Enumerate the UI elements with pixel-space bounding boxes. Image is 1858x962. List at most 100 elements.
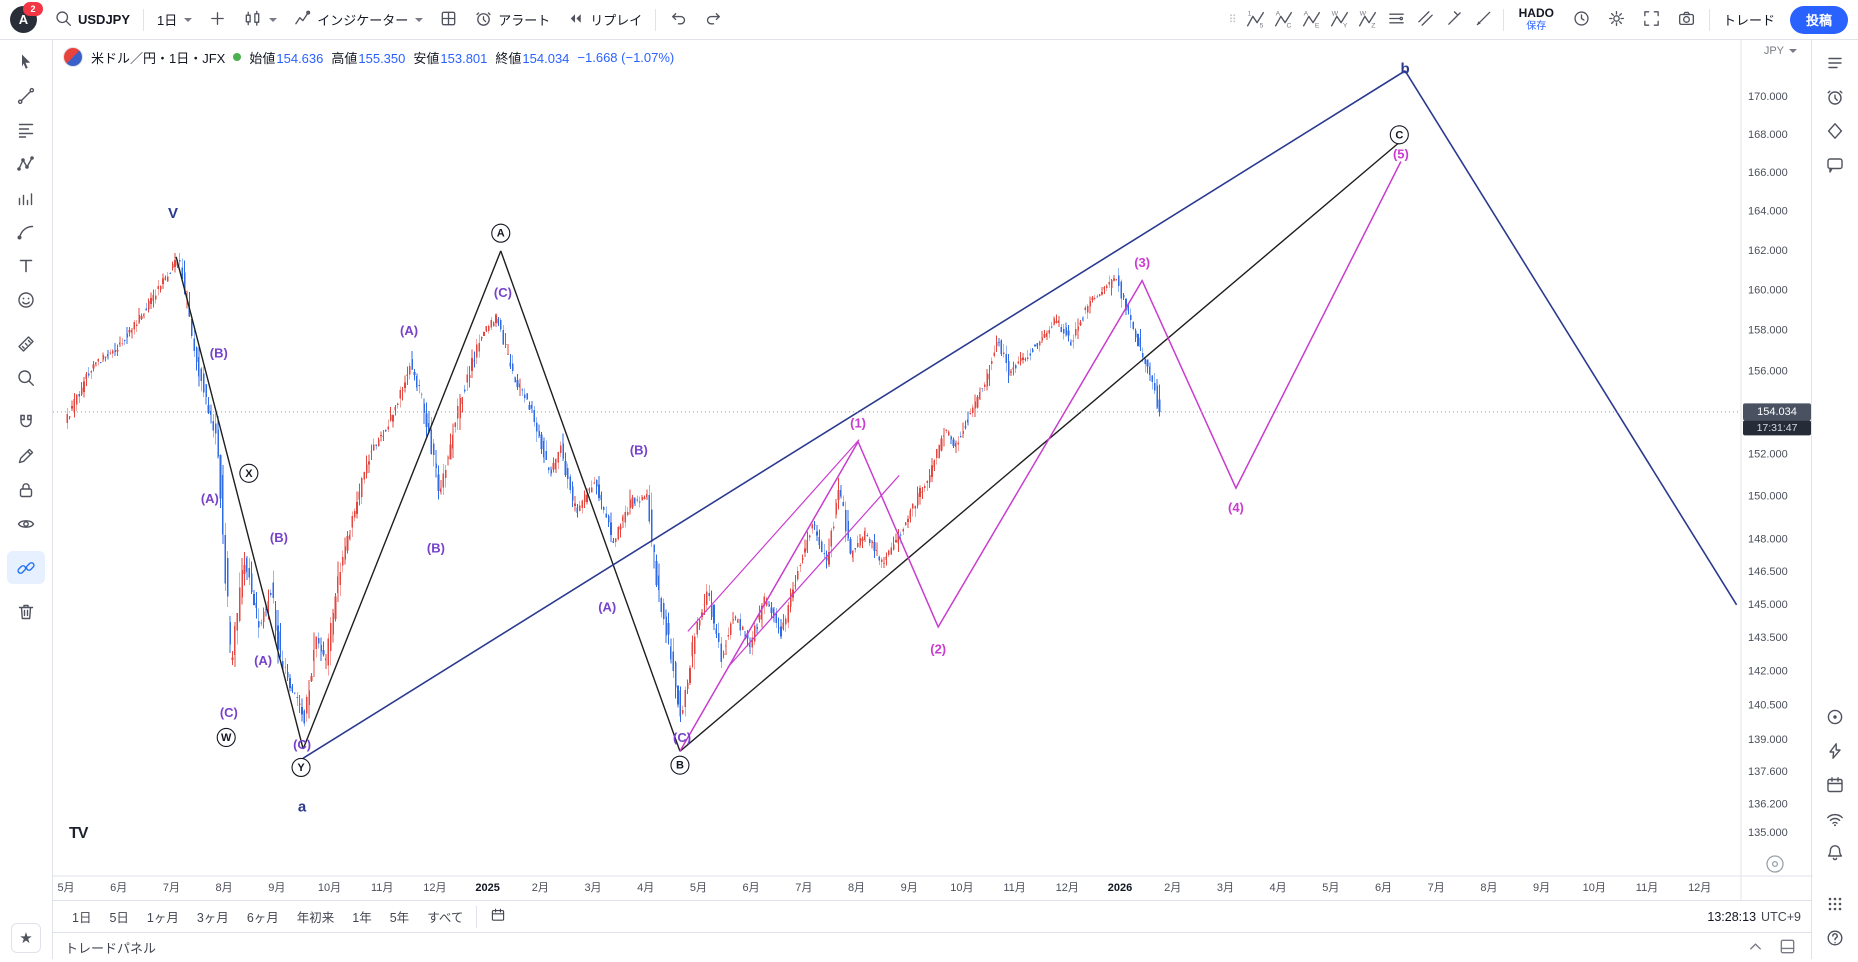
measure-tool[interactable] — [7, 327, 45, 360]
time-axis-label[interactable]: 6月 — [743, 882, 760, 894]
wave-label[interactable]: (B) — [270, 530, 288, 545]
price-axis-label[interactable]: 170.000 — [1748, 91, 1788, 103]
range-button-3ヶ月[interactable]: 3ヶ月 — [188, 903, 238, 930]
wave-label[interactable]: B — [676, 760, 684, 772]
watchlist-icon[interactable] — [1818, 47, 1852, 78]
price-axis-label[interactable]: 136.200 — [1748, 799, 1788, 811]
price-scale-settings-icon[interactable] — [1766, 855, 1784, 873]
time-axis-label[interactable]: 6月 — [110, 882, 127, 894]
multi-line-tool-icon[interactable] — [1383, 6, 1410, 33]
go-to-date-button[interactable] — [481, 903, 515, 930]
range-button-すべて[interactable]: すべて — [418, 903, 472, 930]
layout-template-button[interactable]: HADO 保存 — [1510, 4, 1563, 36]
indicators-button[interactable]: インジケーター — [286, 5, 430, 35]
time-axis-label[interactable]: 12月 — [1056, 882, 1079, 894]
time-axis-label[interactable]: 9月 — [901, 882, 918, 894]
navy-projection-down[interactable] — [1404, 70, 1738, 606]
redo-button[interactable] — [697, 5, 730, 35]
time-axis-label[interactable]: 5月 — [1322, 882, 1339, 894]
main-chart[interactable]: V (B) (A) X (B) (A) (C) W (C) Ya (A) (C) A (B) (A) (B) (… — [53, 40, 1813, 900]
wave-label[interactable]: (B) — [210, 346, 228, 361]
magenta-impulse[interactable] — [679, 161, 1402, 752]
time-axis-label[interactable]: 12月 — [1688, 882, 1711, 894]
wave-label[interactable]: (A) — [598, 600, 616, 615]
price-axis-label[interactable]: 158.000 — [1748, 325, 1788, 337]
time-axis-label[interactable]: 9月 — [1533, 882, 1550, 894]
wave-label[interactable]: (2) — [930, 642, 946, 657]
black-advance-2[interactable] — [679, 141, 1400, 752]
wave-label[interactable]: (B) — [427, 541, 445, 556]
time-axis-label[interactable]: 7月 — [1428, 882, 1445, 894]
ideas-chat-icon[interactable] — [1818, 149, 1852, 180]
alert-button[interactable]: アラート — [467, 5, 557, 35]
price-scale-currency-button[interactable]: JPY — [1764, 45, 1797, 57]
price-axis-label[interactable]: 145.000 — [1748, 599, 1788, 611]
time-axis-label[interactable]: 3月 — [584, 882, 601, 894]
chart-axes[interactable]: 170.000 168.000 166.000 164.000 162.000 160.0… — [53, 40, 1813, 900]
streams-icon[interactable] — [1818, 803, 1852, 834]
help-icon[interactable] — [1818, 922, 1852, 953]
object-tree-icon[interactable] — [1818, 701, 1852, 732]
time-axis-label[interactable]: 5月 — [690, 882, 707, 894]
wave-label[interactable]: Y — [297, 762, 305, 774]
wave-label-circle[interactable] — [291, 757, 311, 778]
wave-label[interactable]: (4) — [1228, 500, 1244, 515]
chart-type-button[interactable] — [236, 5, 284, 35]
range-button-5年[interactable]: 5年 — [381, 903, 418, 930]
time-axis-label[interactable]: 2月 — [1164, 882, 1181, 894]
range-button-5日[interactable]: 5日 — [100, 903, 137, 930]
price-axis-label[interactable]: 135.000 — [1748, 827, 1788, 839]
emoji-tool[interactable] — [7, 283, 45, 316]
wave-label[interactable]: A — [497, 228, 505, 240]
black-decline-1[interactable] — [175, 256, 304, 750]
wave-label[interactable]: V — [168, 205, 178, 222]
symbol-search-button[interactable]: USDJPY — [47, 5, 137, 35]
tradingview-logo[interactable]: TV — [69, 825, 90, 842]
wave-label[interactable]: C — [1395, 129, 1403, 141]
trend-line-tool[interactable] — [7, 79, 45, 112]
brush-tool[interactable] — [7, 215, 45, 248]
price-axis-label[interactable]: 160.000 — [1748, 285, 1788, 297]
price-axis-label[interactable]: 166.000 — [1748, 167, 1788, 179]
price-axis-label[interactable]: 140.500 — [1748, 700, 1788, 712]
price-axis-label[interactable]: 156.000 — [1748, 365, 1788, 377]
notifications-icon[interactable] — [1818, 837, 1852, 868]
hotlists-icon[interactable] — [1818, 115, 1852, 146]
sync-drawings-tool[interactable] — [7, 551, 45, 584]
snapshot-button[interactable] — [1670, 5, 1703, 35]
wave-label[interactable]: a — [298, 799, 307, 816]
candlestick-series[interactable] — [66, 252, 1161, 727]
wave-label-circle[interactable] — [491, 223, 511, 243]
time-axis-label[interactable]: 10月 — [1583, 882, 1606, 894]
toolbar-drag-handle[interactable]: ⠿ — [1228, 14, 1238, 26]
wave-label[interactable]: (3) — [1134, 255, 1150, 270]
price-axis-label[interactable]: 164.000 — [1748, 206, 1788, 218]
timezone-clock[interactable]: 13:28:13 UTC+9 — [1707, 910, 1801, 924]
wave-label[interactable]: W — [221, 732, 232, 744]
wave-label[interactable]: (C) — [494, 285, 512, 300]
layout-grid-button[interactable] — [432, 5, 465, 35]
wave-label[interactable]: (C) — [673, 730, 691, 745]
price-axis-label[interactable]: 139.000 — [1748, 734, 1788, 746]
apps-grid-icon[interactable] — [1818, 888, 1852, 919]
time-axis-label[interactable]: 2月 — [532, 882, 549, 894]
plot-area[interactable]: V (B) (A) X (B) (A) (C) W (C) Ya (A) (C) A (B) (A) (B) (… — [53, 60, 1741, 816]
favorites-star-button[interactable]: ★ — [11, 923, 41, 953]
wave-label[interactable]: X — [245, 468, 253, 480]
zoom-tool[interactable] — [7, 361, 45, 394]
price-axis-label[interactable]: 142.000 — [1748, 666, 1788, 678]
time-axis-label[interactable]: 10月 — [318, 882, 341, 894]
wave-label-circle[interactable] — [1389, 125, 1409, 145]
wave-label[interactable]: (C) — [220, 705, 238, 720]
range-button-6ヶ月[interactable]: 6ヶ月 — [238, 903, 288, 930]
time-axis-label[interactable]: 8月 — [1480, 882, 1497, 894]
time-axis-label[interactable]: 8月 — [848, 882, 865, 894]
cursor-tool[interactable] — [7, 45, 45, 78]
price-axis-label[interactable]: 162.000 — [1748, 245, 1788, 257]
time-axis-label[interactable]: 7月 — [795, 882, 812, 894]
range-button-1年[interactable]: 1年 — [343, 903, 380, 930]
pattern-tool[interactable] — [7, 147, 45, 180]
